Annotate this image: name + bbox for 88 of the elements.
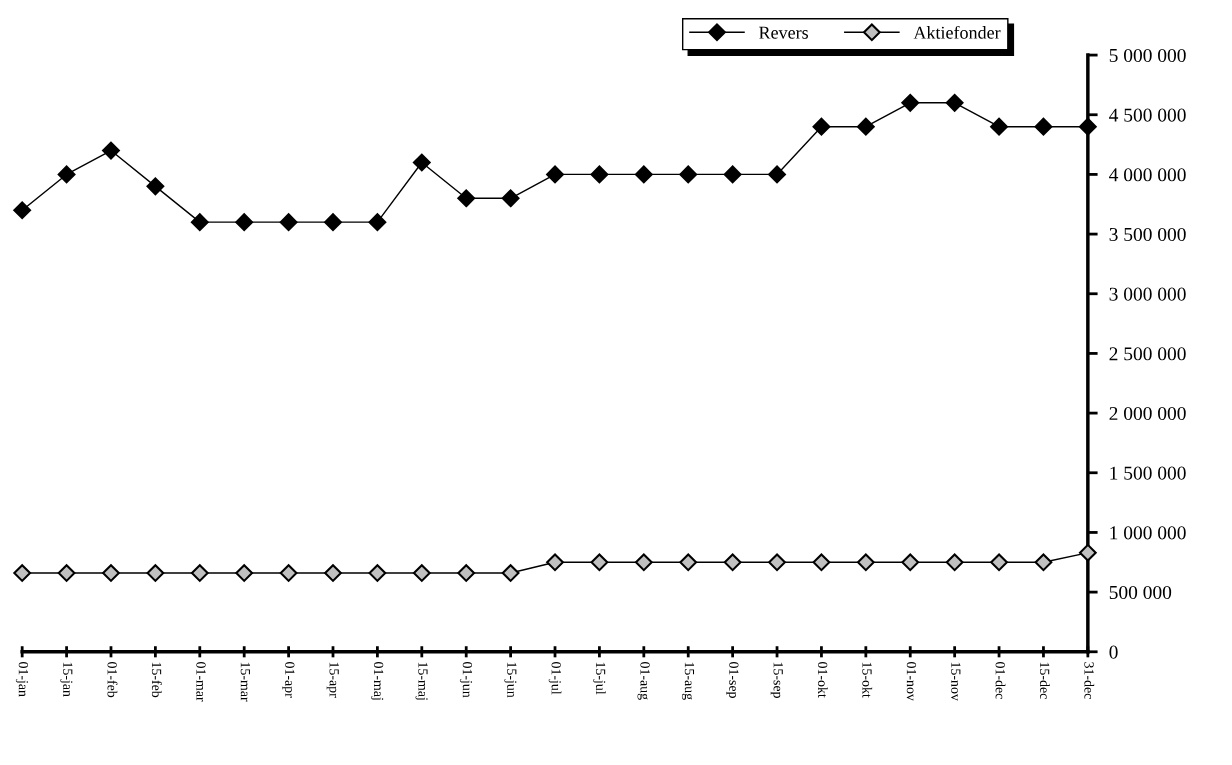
x-tick-label: 01-sep — [726, 662, 739, 698]
point — [235, 564, 254, 582]
x-tick-label: 15-nov — [951, 662, 961, 701]
point — [634, 165, 653, 184]
point — [723, 165, 742, 184]
point — [57, 165, 76, 184]
point — [146, 564, 165, 582]
x-tick-label: 15-feb — [151, 662, 162, 698]
y-tick-label: 1 000 000 — [1110, 526, 1186, 540]
x-tick-label: 01-okt — [817, 662, 828, 698]
y-tick-label: 0 — [1109, 645, 1118, 659]
x-tick-label: 01-jul — [548, 662, 562, 695]
point — [590, 165, 609, 184]
x-tick-label: 01-jan — [15, 662, 29, 697]
x-tick-label: 01-maj — [371, 662, 384, 700]
x-tick-label: 15-dec — [1039, 662, 1050, 699]
x-tick-label: 15-mar — [240, 662, 251, 702]
x-tick-label: 01-aug — [637, 662, 650, 700]
x-tick-label: 15-maj — [415, 662, 428, 700]
point — [279, 564, 298, 582]
point — [102, 564, 120, 582]
point — [590, 553, 609, 572]
point — [856, 553, 875, 572]
point — [856, 117, 875, 136]
point — [412, 153, 431, 172]
point — [990, 553, 1008, 572]
y-tick-label: 3 500 000 — [1109, 227, 1186, 242]
point — [1034, 117, 1053, 136]
point — [768, 553, 786, 572]
point — [146, 177, 165, 196]
point — [945, 553, 964, 572]
legend-label: Aktiefonder — [913, 25, 1001, 39]
point — [457, 189, 476, 208]
point — [457, 564, 476, 582]
y-tick-label: 3 000 000 — [1109, 287, 1186, 301]
point — [1078, 117, 1097, 136]
x-tick-label: 15-aug — [681, 662, 695, 700]
y-tick-label: 4 000 000 — [1109, 168, 1186, 182]
x-tick-label: 01-dec — [995, 662, 1006, 699]
point — [901, 93, 920, 112]
point — [901, 553, 920, 572]
point — [546, 553, 564, 572]
x-tick-label: 15-okt — [862, 662, 873, 698]
point — [679, 553, 698, 572]
point — [501, 189, 520, 208]
x-tick-label: 31-dec — [1084, 662, 1095, 699]
y-tick-label: 4 500 000 — [1109, 108, 1186, 122]
point — [368, 564, 387, 582]
point — [723, 553, 742, 572]
point — [812, 553, 831, 572]
legend-label: Revers — [759, 26, 808, 39]
point — [279, 213, 298, 232]
point — [368, 213, 387, 232]
point — [501, 564, 520, 582]
x-tick-label: 15-apr — [326, 662, 339, 698]
point — [57, 564, 76, 582]
x-tick-label: 15-jun — [504, 662, 517, 698]
point — [235, 213, 254, 232]
point — [768, 165, 786, 184]
x-tick-label: 01-mar — [196, 662, 206, 702]
point — [1078, 543, 1097, 562]
point — [13, 564, 32, 582]
point — [412, 564, 431, 582]
y-tick-label: 500 000 — [1109, 585, 1172, 600]
point — [13, 201, 32, 220]
x-tick-label: 15-sep — [770, 662, 783, 698]
point — [812, 117, 831, 136]
point — [1034, 553, 1053, 572]
y-tick-label: 1 500 000 — [1110, 466, 1186, 480]
point — [990, 117, 1008, 136]
point — [945, 93, 964, 112]
x-tick-label: 01-jun — [459, 662, 473, 698]
y-tick-label: 5 000 000 — [1109, 48, 1186, 63]
point — [102, 141, 120, 160]
point — [546, 165, 564, 184]
x-tick-label: 01-apr — [282, 662, 295, 698]
y-tick-label: 2 500 000 — [1109, 347, 1186, 361]
x-tick-label: 15-jan — [60, 662, 73, 697]
point — [634, 553, 653, 572]
x-tick-label: 01-nov — [906, 662, 917, 701]
point — [190, 564, 209, 582]
x-tick-label: 01-feb — [107, 662, 118, 698]
point — [324, 213, 342, 232]
point — [190, 213, 209, 232]
y-tick-label: 2 000 000 — [1109, 406, 1186, 421]
point — [324, 564, 342, 582]
x-tick-label: 15-jul — [593, 662, 606, 695]
point — [679, 165, 698, 184]
